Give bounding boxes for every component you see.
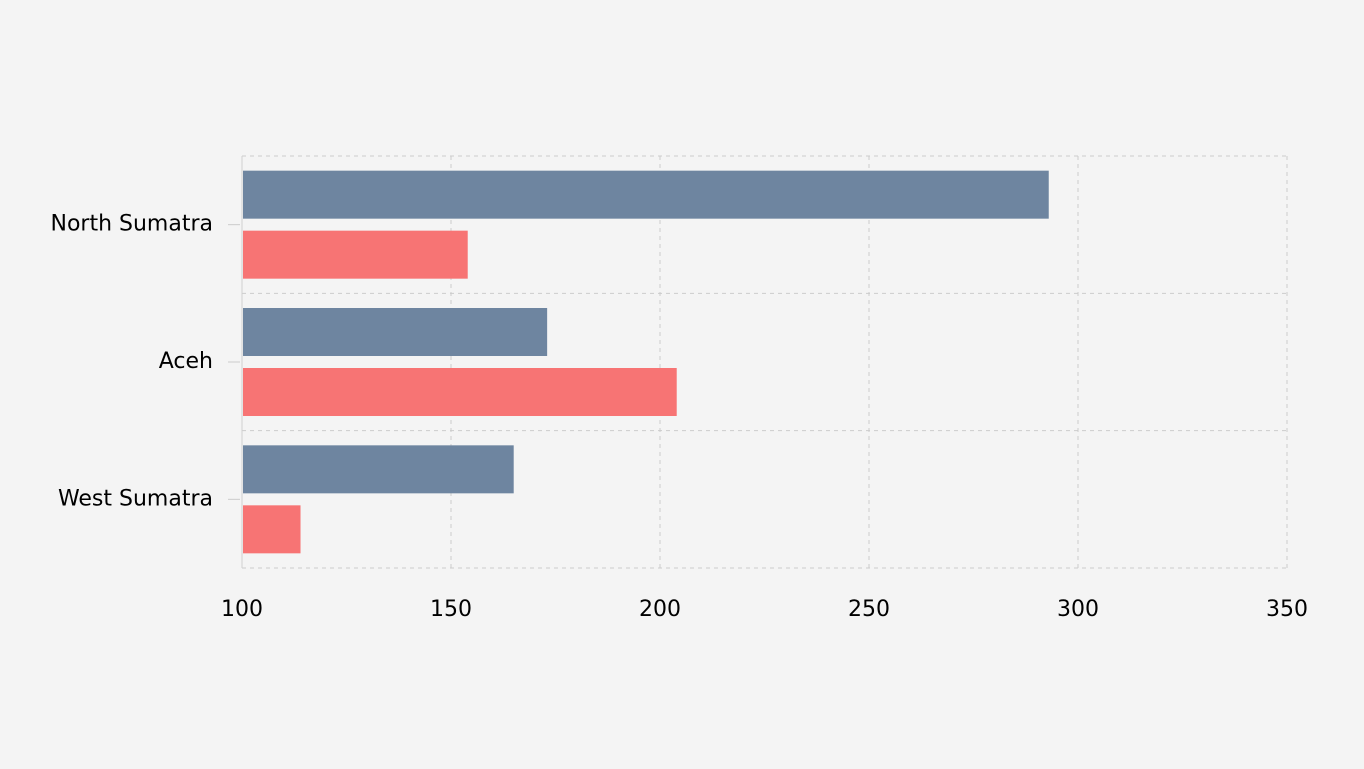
bar-west-sumatra-series-2 xyxy=(243,505,301,554)
x-tick-label: 150 xyxy=(430,597,472,622)
bar-aceh-series-1 xyxy=(243,308,548,356)
bar-west-sumatra-series-1 xyxy=(243,445,514,494)
x-tick-label: 350 xyxy=(1266,597,1308,622)
grid-lines xyxy=(242,155,1288,569)
y-tick-label: Aceh xyxy=(159,349,213,374)
bar-north-sumatra-series-1 xyxy=(243,170,1049,219)
x-tick-label: 200 xyxy=(639,597,681,622)
axes: North Sumatra Aceh West Sumatra 100 150 200 25… xyxy=(51,156,1308,622)
x-tick-label: 100 xyxy=(221,597,263,622)
bar-north-sumatra-series-2 xyxy=(243,230,468,279)
bar-aceh-series-2 xyxy=(243,368,677,416)
bars xyxy=(243,170,1049,554)
y-tick-label: West Sumatra xyxy=(58,486,213,511)
x-tick-label: 300 xyxy=(1057,597,1099,622)
y-tick-label: North Sumatra xyxy=(51,212,214,237)
x-tick-label: 250 xyxy=(848,597,890,622)
